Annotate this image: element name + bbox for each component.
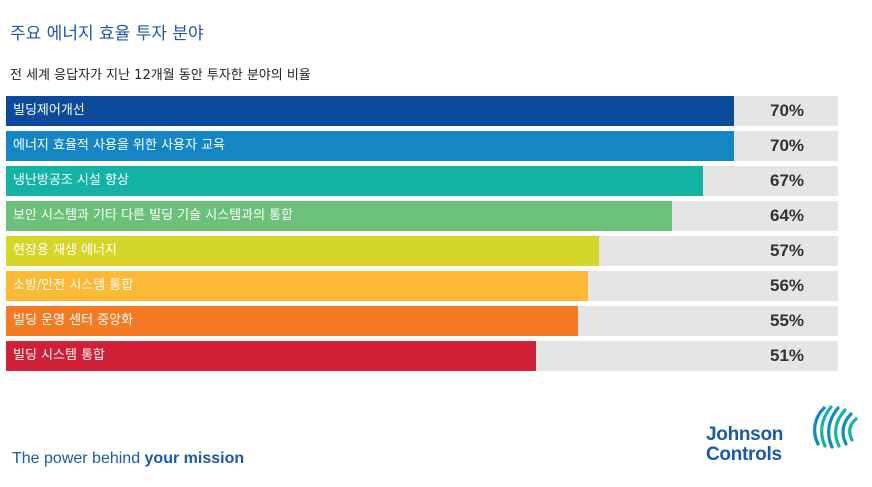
bar-category-label: 냉난방공조 시설 향상 bbox=[13, 173, 129, 188]
bar bbox=[6, 306, 578, 336]
chart-title: 주요 에너지 효율 투자 분야 bbox=[10, 24, 204, 44]
bar bbox=[6, 96, 734, 126]
bar bbox=[6, 201, 672, 231]
bar bbox=[6, 166, 703, 196]
tagline-prefix: The power behind bbox=[12, 450, 145, 467]
chart-subtitle: 전 세계 응답자가 지난 12개월 동안 투자한 분야의 비율 bbox=[10, 68, 311, 83]
bar bbox=[6, 236, 599, 266]
bar-category-label: 현장용 재생 에너지 bbox=[13, 243, 117, 258]
bar-value-label: 70% bbox=[769, 101, 805, 120]
bar-row: 빌딩제어개선 70% bbox=[6, 96, 838, 126]
bar-category-label: 빌딩 시스템 통합 bbox=[13, 348, 105, 363]
logo-line-2: Controls bbox=[706, 444, 782, 465]
bar-category-label: 보안 시스템과 기타 다른 빌딩 기술 시스템과의 통합 bbox=[13, 208, 294, 223]
bar-category-label: 빌딩제어개선 bbox=[13, 103, 85, 118]
tagline: The power behind your mission bbox=[12, 450, 244, 468]
bar-row: 보안 시스템과 기타 다른 빌딩 기술 시스템과의 통합 64% bbox=[6, 201, 838, 231]
bar bbox=[6, 131, 734, 161]
tagline-bold: your mission bbox=[144, 450, 245, 467]
bar-category-label: 빌딩 운영 센터 중앙화 bbox=[13, 313, 134, 328]
bar-category-label: 에너지 효율적 사용을 위한 사용자 교육 bbox=[13, 138, 226, 153]
bar-chart: 빌딩제어개선 70% 에너지 효율적 사용을 위한 사용자 교육 70% 냉난방공조 시… bbox=[6, 96, 838, 376]
logo-line-1: Johnson bbox=[706, 424, 784, 445]
bar-value-label: 56% bbox=[769, 276, 805, 295]
bar-value-label: 64% bbox=[769, 206, 805, 225]
company-logo-text: Johnson Controls bbox=[706, 425, 783, 465]
bar-row: 빌딩 시스템 통합 51% bbox=[6, 341, 838, 371]
bar-category-label: 소방/안전 시스템 통합 bbox=[13, 278, 134, 293]
bar bbox=[6, 271, 589, 301]
bar-row: 에너지 효율적 사용을 위한 사용자 교육 70% bbox=[6, 131, 838, 161]
johnson-controls-logo-icon bbox=[813, 405, 858, 449]
bar-row: 현장용 재생 에너지 57% bbox=[6, 236, 838, 266]
bar-row: 빌딩 운영 센터 중앙화 55% bbox=[6, 306, 838, 336]
bar-value-label: 57% bbox=[769, 241, 805, 260]
bar bbox=[6, 341, 537, 371]
bar-value-label: 70% bbox=[769, 136, 805, 155]
bar-row: 소방/안전 시스템 통합 56% bbox=[6, 271, 838, 301]
bar-value-label: 51% bbox=[769, 346, 805, 365]
bar-row: 냉난방공조 시설 향상 67% bbox=[6, 166, 838, 196]
bar-value-label: 55% bbox=[769, 311, 805, 330]
bar-value-label: 67% bbox=[769, 171, 805, 190]
